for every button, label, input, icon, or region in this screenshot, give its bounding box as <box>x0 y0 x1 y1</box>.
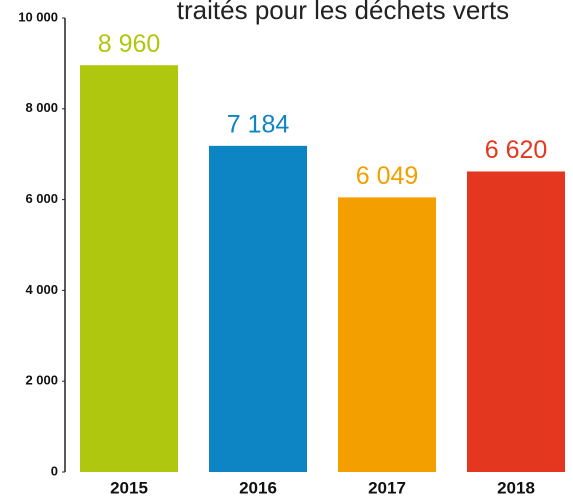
value-label: 6 049 <box>356 162 419 190</box>
x-tick-label: 2016 <box>239 478 277 497</box>
x-tick-label: 2017 <box>368 478 406 497</box>
bar <box>80 65 178 472</box>
x-tick-label: 2015 <box>110 478 148 497</box>
value-label: 6 620 <box>485 136 548 164</box>
y-tick-label: 10 000 <box>18 9 58 24</box>
y-tick-label: 0 <box>51 463 58 478</box>
y-tick-label: 2 000 <box>25 373 58 388</box>
bar <box>338 197 436 472</box>
bar <box>467 171 565 472</box>
chart-title: traités pour les déchets verts <box>177 0 509 25</box>
value-label: 7 184 <box>227 110 290 138</box>
y-tick-label: 8 000 <box>25 100 58 115</box>
y-tick-label: 4 000 <box>25 282 58 297</box>
y-tick-label: 6 000 <box>25 191 58 206</box>
value-label: 8 960 <box>98 30 161 58</box>
bar <box>209 145 307 472</box>
x-tick-label: 2018 <box>497 478 535 497</box>
